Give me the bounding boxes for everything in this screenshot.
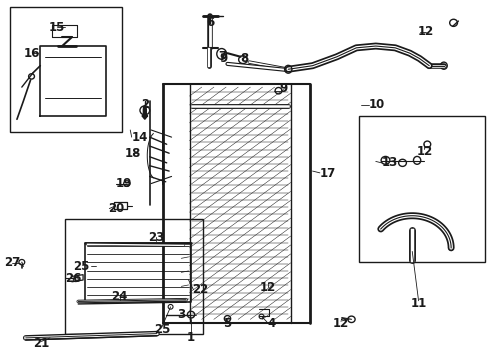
Text: 11: 11 — [409, 297, 426, 310]
Text: 3: 3 — [177, 308, 185, 321]
Text: 16: 16 — [23, 47, 40, 60]
Text: 19: 19 — [116, 177, 132, 190]
Bar — [64, 219, 203, 334]
Text: 25: 25 — [153, 323, 170, 336]
Text: 2: 2 — [141, 99, 148, 112]
Text: 1: 1 — [186, 331, 195, 344]
Bar — [358, 116, 484, 262]
Text: 21: 21 — [33, 337, 49, 350]
Text: 13: 13 — [381, 156, 397, 169]
Text: 9: 9 — [219, 52, 227, 65]
Text: 17: 17 — [319, 167, 335, 180]
Text: 12: 12 — [259, 281, 275, 294]
Text: 9: 9 — [279, 82, 287, 95]
Text: 5: 5 — [223, 317, 231, 330]
Text: 22: 22 — [192, 283, 208, 296]
Text: 6: 6 — [206, 16, 214, 29]
Text: 12: 12 — [415, 145, 432, 158]
Text: 10: 10 — [368, 99, 385, 112]
Text: 8: 8 — [240, 52, 247, 65]
Text: 20: 20 — [108, 202, 124, 215]
Text: 27: 27 — [4, 256, 20, 269]
Text: 12: 12 — [332, 317, 348, 330]
Text: 18: 18 — [124, 147, 141, 160]
Text: 26: 26 — [65, 272, 81, 285]
Text: 23: 23 — [147, 231, 164, 244]
FancyArrow shape — [142, 109, 147, 119]
Text: 15: 15 — [49, 21, 65, 33]
Text: 14: 14 — [131, 131, 148, 144]
Text: 24: 24 — [111, 289, 127, 303]
Text: 25: 25 — [73, 260, 90, 273]
Text: 7: 7 — [218, 50, 226, 63]
Bar — [10, 7, 122, 132]
Text: 12: 12 — [417, 25, 433, 38]
Text: 4: 4 — [267, 317, 276, 330]
